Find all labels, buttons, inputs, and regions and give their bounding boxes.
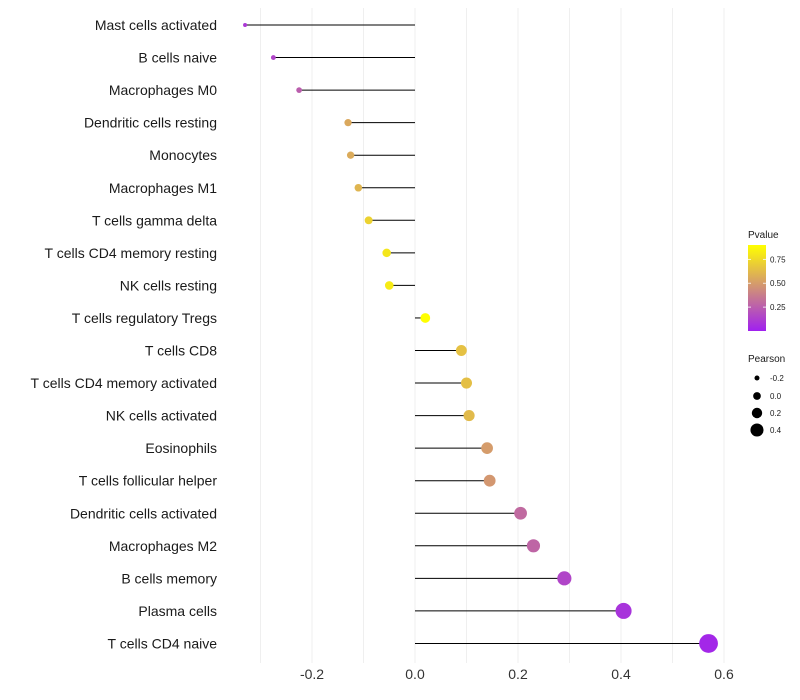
category-label: NK cells resting xyxy=(120,277,217,293)
category-label: NK cells activated xyxy=(106,408,217,424)
category-label: Macrophages M0 xyxy=(109,82,217,98)
category-label: T cells gamma delta xyxy=(92,212,217,228)
color-legend-tick-label: 0.75 xyxy=(770,255,786,264)
size-legend-dot xyxy=(753,392,761,400)
x-axis-ticks: -0.2 0.0 0.2 0.4 0.6 xyxy=(300,666,734,682)
size-legend-label: 0.2 xyxy=(770,409,782,418)
category-label: T cells CD8 xyxy=(145,343,217,359)
lollipop-point xyxy=(420,313,431,323)
category-label: Dendritic cells resting xyxy=(84,115,217,131)
size-legend-label: -0.2 xyxy=(770,374,784,383)
category-label: T cells CD4 naive xyxy=(108,635,218,651)
category-label: T cells CD4 memory resting xyxy=(45,245,217,261)
lollipop-point xyxy=(557,571,572,586)
x-tick-label: 0.0 xyxy=(405,666,425,682)
size-legend-label: 0.4 xyxy=(770,426,782,435)
size-legend-label: 0.0 xyxy=(770,392,782,401)
lollipop-point xyxy=(526,539,541,553)
lollipop-point xyxy=(615,602,632,619)
x-tick-label: 0.4 xyxy=(611,666,631,682)
lollipop-point xyxy=(270,55,276,61)
color-legend-tick-label: 0.25 xyxy=(770,303,786,312)
x-tick-label: -0.2 xyxy=(300,666,324,682)
x-tick-label: 0.6 xyxy=(714,666,734,682)
lollipop-point xyxy=(483,474,496,487)
size-legend-dot xyxy=(754,375,760,381)
category-label: B cells memory xyxy=(121,570,217,586)
lollipop-point xyxy=(296,87,302,93)
lollipop-point xyxy=(384,281,394,290)
category-label: Eosinophils xyxy=(145,440,217,456)
category-label: Mast cells activated xyxy=(95,17,217,33)
lollipop-point xyxy=(243,23,248,27)
lollipop-point xyxy=(364,216,373,225)
category-label: B cells naive xyxy=(138,50,217,66)
size-legend-dot xyxy=(751,407,763,419)
x-tick-label: 0.2 xyxy=(508,666,528,682)
size-legend-dot xyxy=(750,423,764,437)
lollipop-point xyxy=(346,151,355,159)
legends: Pvalue Pearson 0.25 0.50 0.75 -0.2 0.0 0.2 0.4 xyxy=(748,230,786,437)
lollipop-point xyxy=(344,119,352,127)
color-legend-bar xyxy=(748,245,766,331)
lollipop-point xyxy=(699,634,718,653)
lollipop-point xyxy=(514,506,527,520)
category-label: T cells regulatory Tregs xyxy=(72,310,217,326)
category-label: Plasma cells xyxy=(138,603,217,619)
lollipop-point xyxy=(382,248,391,258)
category-label: Macrophages M2 xyxy=(109,538,217,554)
category-label: Macrophages M1 xyxy=(109,180,217,196)
lollipop-point xyxy=(463,410,475,422)
size-legend-title: Pearson xyxy=(748,354,785,365)
category-label: T cells CD4 memory activated xyxy=(31,375,217,391)
lollipop-points xyxy=(243,23,718,653)
lollipop-point xyxy=(455,345,467,356)
lollipop-point xyxy=(354,183,363,192)
color-legend-tick-label: 0.50 xyxy=(770,279,786,288)
lollipop-point xyxy=(460,377,473,389)
category-labels: Mast cells activated B cells naive Macroph… xyxy=(31,17,218,651)
category-label: Dendritic cells activated xyxy=(70,505,217,521)
lollipop-point xyxy=(481,442,493,455)
category-label: T cells follicular helper xyxy=(79,473,218,489)
lollipop-segments xyxy=(245,24,709,644)
color-legend-title: Pvalue xyxy=(748,230,779,241)
category-label: Monocytes xyxy=(149,147,217,163)
grid-lines xyxy=(260,8,725,663)
